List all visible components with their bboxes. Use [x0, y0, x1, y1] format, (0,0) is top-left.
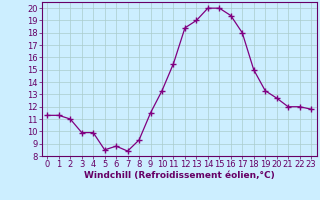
X-axis label: Windchill (Refroidissement éolien,°C): Windchill (Refroidissement éolien,°C): [84, 171, 275, 180]
